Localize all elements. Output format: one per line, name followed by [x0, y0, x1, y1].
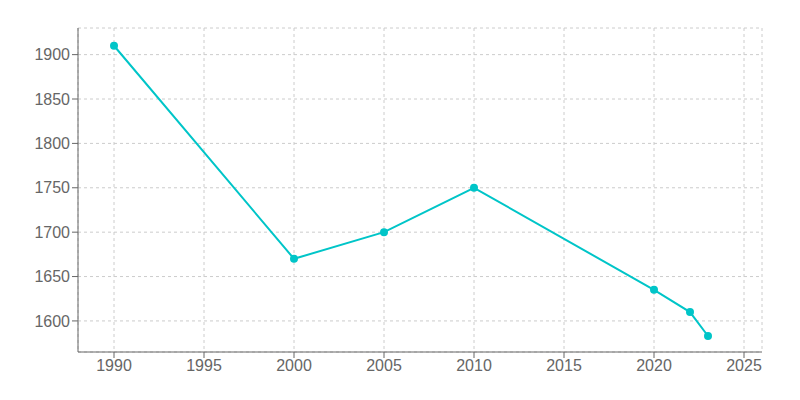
svg-text:2000: 2000: [276, 357, 312, 374]
svg-text:1900: 1900: [34, 46, 70, 63]
svg-text:2005: 2005: [366, 357, 402, 374]
svg-text:1995: 1995: [186, 357, 222, 374]
svg-text:1750: 1750: [34, 179, 70, 196]
svg-text:1800: 1800: [34, 135, 70, 152]
svg-text:1650: 1650: [34, 268, 70, 285]
svg-text:1990: 1990: [96, 357, 132, 374]
svg-text:2020: 2020: [636, 357, 672, 374]
svg-text:2010: 2010: [456, 357, 492, 374]
svg-text:1850: 1850: [34, 91, 70, 108]
svg-text:1700: 1700: [34, 224, 70, 241]
svg-text:2025: 2025: [726, 357, 762, 374]
svg-text:2015: 2015: [546, 357, 582, 374]
svg-text:1600: 1600: [34, 313, 70, 330]
